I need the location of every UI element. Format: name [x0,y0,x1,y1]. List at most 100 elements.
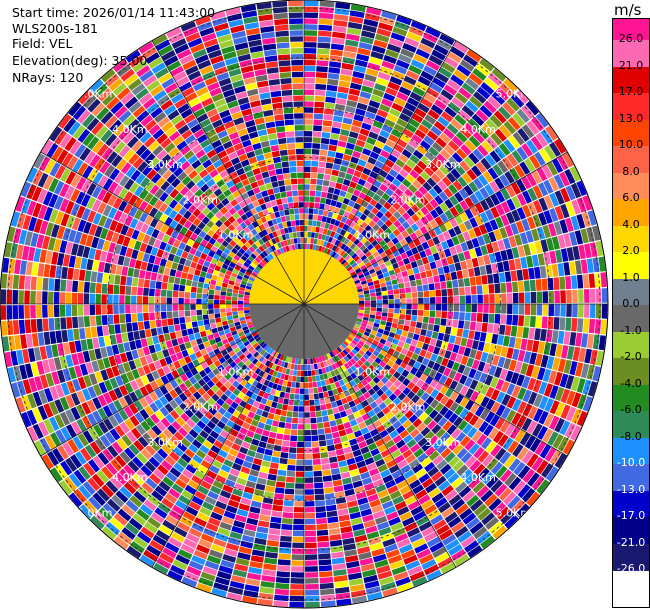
velocity-gate [401,107,414,118]
velocity-gate [578,244,586,259]
velocity-gate [267,73,280,80]
velocity-gate [313,387,319,394]
velocity-gate [365,162,374,171]
velocity-gate [576,197,587,213]
velocity-gate [430,125,442,137]
velocity-gate [399,168,409,178]
velocity-gate [288,202,294,209]
velocity-gate [414,347,422,355]
velocity-gate [59,305,66,317]
velocity-gate [278,143,288,151]
velocity-gate [483,304,489,313]
velocity-gate [527,187,538,202]
velocity-gate [448,263,456,273]
velocity-gate [89,304,96,316]
velocity-gate [315,411,322,417]
velocity-gate [355,108,366,117]
velocity-gate [389,108,401,118]
velocity-gate [466,357,475,368]
velocity-gate [276,36,290,43]
velocity-gate [539,444,552,459]
velocity-gate [334,412,341,420]
velocity-gate [383,92,396,102]
velocity-gate [272,102,283,110]
velocity-gate [319,6,334,14]
velocity-gate [98,336,106,348]
velocity-gate [535,132,548,148]
velocity-gate [425,395,435,405]
velocity-gate [544,145,556,160]
velocity-gate [304,178,311,184]
velocity-gate [430,104,444,116]
velocity-gate [386,240,395,248]
velocity-gate [333,575,348,582]
velocity-gate [289,393,295,400]
velocity-gate [600,319,607,335]
velocity-gate [479,408,490,421]
velocity-gate [345,218,352,226]
velocity-gate [429,338,437,346]
velocity-gate [290,172,297,179]
velocity-gate [25,261,33,276]
velocity-gate [18,290,24,304]
velocity-gate [320,404,327,411]
velocity-gate [479,58,494,72]
velocity-gate [485,440,497,454]
velocity-gate [542,224,551,239]
velocity-gate [329,181,336,188]
velocity-gate [358,192,367,200]
velocity-gate [196,287,203,294]
velocity-gate [436,39,452,51]
velocity-gate [420,171,430,181]
velocity-gate [337,195,345,203]
velocity-gate [392,284,399,290]
velocity-gate [385,87,398,97]
velocity-gate [416,259,424,267]
velocity-gate [358,340,365,347]
velocity-gate [291,566,304,572]
velocity-gate [476,86,491,100]
velocity-gate [326,504,337,512]
velocity-gate [399,265,407,272]
velocity-gate [261,502,273,510]
velocity-gate [377,342,385,349]
velocity-gate [571,318,578,332]
velocity-gate [325,217,332,224]
velocity-gate [84,270,92,282]
velocity-gate [190,310,197,316]
velocity-gate [413,361,422,370]
velocity-gate [552,357,561,371]
velocity-gate [405,174,416,184]
velocity-gate [385,139,396,149]
velocity-gate [320,588,335,596]
velocity-gate [293,364,298,370]
velocity-gate [287,405,294,412]
velocity-gate [360,346,368,353]
velocity-gate [37,332,45,346]
velocity-gate [298,412,304,418]
velocity-gate [402,378,411,387]
velocity-gate [340,68,353,76]
velocity-gate [545,329,553,343]
velocity-gate [408,26,424,37]
velocity-gate [287,459,296,465]
velocity-gate [367,321,374,326]
velocity-gate [338,460,348,468]
velocity-gate [489,294,495,304]
velocity-gate [368,100,381,109]
velocity-gate [464,139,476,152]
velocity-gate [265,121,276,129]
velocity-gate [591,225,601,241]
velocity-gate [565,276,572,290]
velocity-gate [449,380,459,390]
velocity-gate [323,391,329,398]
velocity-gate [487,323,494,334]
velocity-gate [299,388,304,394]
velocity-gate [414,229,423,238]
velocity-gate [444,106,457,118]
velocity-gate [382,308,388,313]
velocity-gate [351,262,358,268]
velocity-gate [457,233,466,244]
velocity-gate [133,268,140,278]
